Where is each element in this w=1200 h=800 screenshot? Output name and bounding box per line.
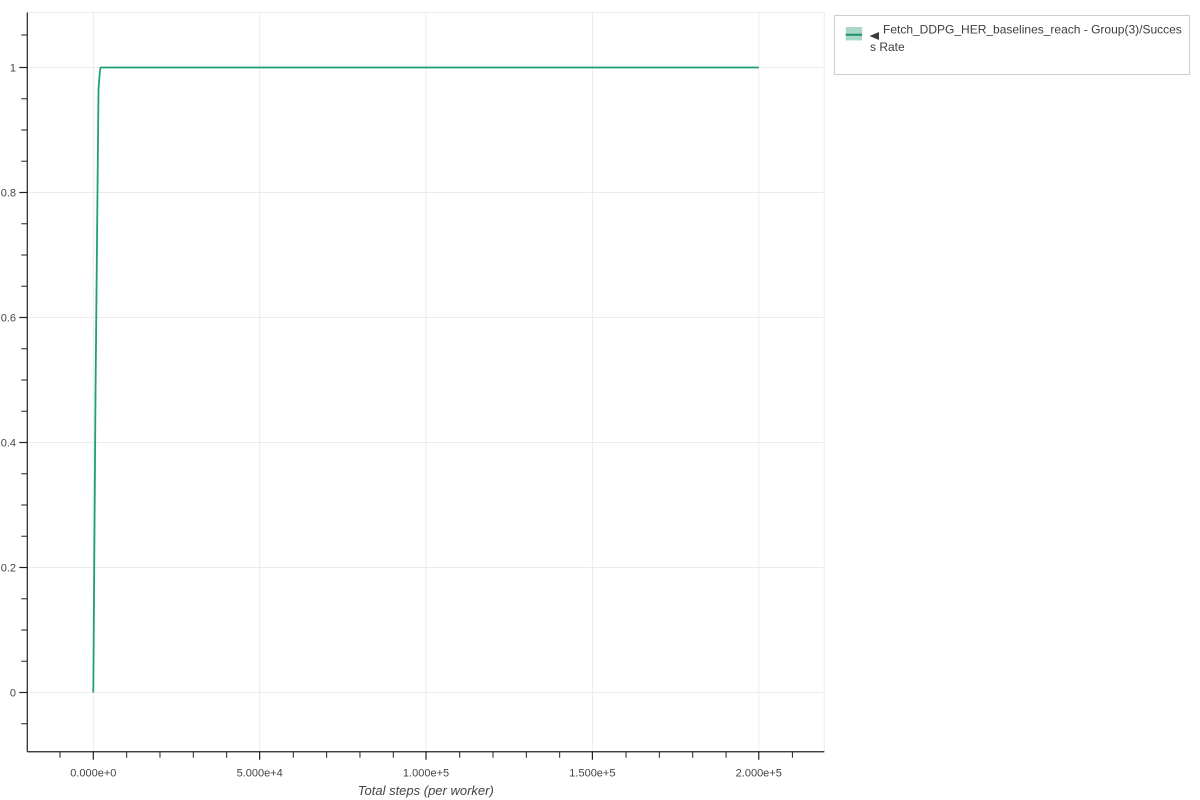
svg-text:1.500e+5: 1.500e+5 [569, 768, 615, 780]
svg-text:s Rate: s Rate [870, 40, 905, 54]
svg-text:2.000e+5: 2.000e+5 [736, 768, 782, 780]
svg-text:0.2: 0.2 [1, 563, 16, 575]
svg-text:1: 1 [10, 63, 16, 75]
svg-text:0.8: 0.8 [1, 188, 16, 200]
svg-text:5.000e+4: 5.000e+4 [237, 768, 283, 780]
svg-text:1.000e+5: 1.000e+5 [403, 768, 449, 780]
svg-text:0.4: 0.4 [1, 438, 16, 450]
svg-text:0.6: 0.6 [1, 313, 16, 325]
svg-text:0: 0 [10, 688, 16, 700]
svg-text:Total steps (per worker): Total steps (per worker) [358, 783, 494, 798]
svg-text:0.000e+0: 0.000e+0 [70, 768, 116, 780]
svg-text:Fetch_DDPG_HER_baselines_reach: Fetch_DDPG_HER_baselines_reach - Group(3… [883, 23, 1182, 37]
